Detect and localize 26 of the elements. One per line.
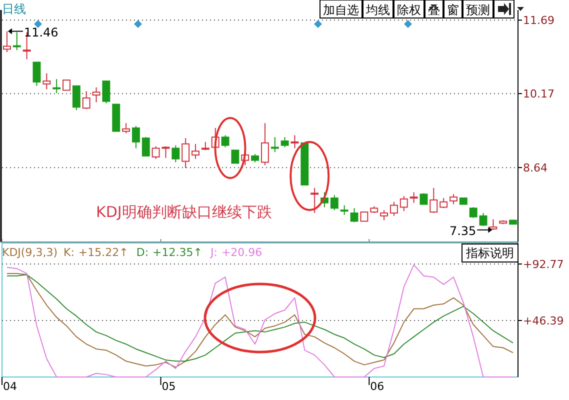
annotation: 除权 bbox=[397, 3, 421, 17]
series-label: J: bbox=[209, 246, 218, 259]
annotation: 叠 bbox=[428, 3, 440, 17]
x-tick-label: 05 bbox=[162, 380, 176, 393]
text: D: bbox=[136, 246, 149, 259]
y-tick-label: 8.64 bbox=[523, 162, 548, 175]
chart-title: KDJ(9,3,3) bbox=[2, 246, 58, 259]
text: K: bbox=[64, 246, 74, 259]
y-tick-label: 11.69 bbox=[523, 14, 554, 28]
annotation: +12.35↑ bbox=[152, 246, 202, 259]
annotation: 预测 bbox=[466, 3, 490, 17]
y-tick-label: +46.39 bbox=[523, 314, 564, 328]
annotation: +20.96 bbox=[221, 246, 262, 259]
annotation: 均线 bbox=[365, 3, 390, 17]
annotation: KDJ明确判断缺口继续下跌 bbox=[96, 203, 272, 221]
y-tick-label: 10.17 bbox=[523, 88, 554, 101]
y-tick-label: +92.77 bbox=[523, 258, 564, 271]
annotation: 窗 bbox=[447, 3, 459, 17]
annotation: +15.22↑ bbox=[78, 246, 128, 259]
chart-title: 日线 bbox=[2, 2, 26, 16]
x-tick-label: 04 bbox=[3, 380, 17, 393]
annotation: 11.46 bbox=[24, 25, 58, 40]
annotation: 7.35 bbox=[449, 224, 476, 238]
annotation: 指标说明 bbox=[465, 246, 514, 260]
annotation: 加自选 bbox=[323, 3, 359, 17]
x-tick-label: 06 bbox=[370, 380, 384, 393]
